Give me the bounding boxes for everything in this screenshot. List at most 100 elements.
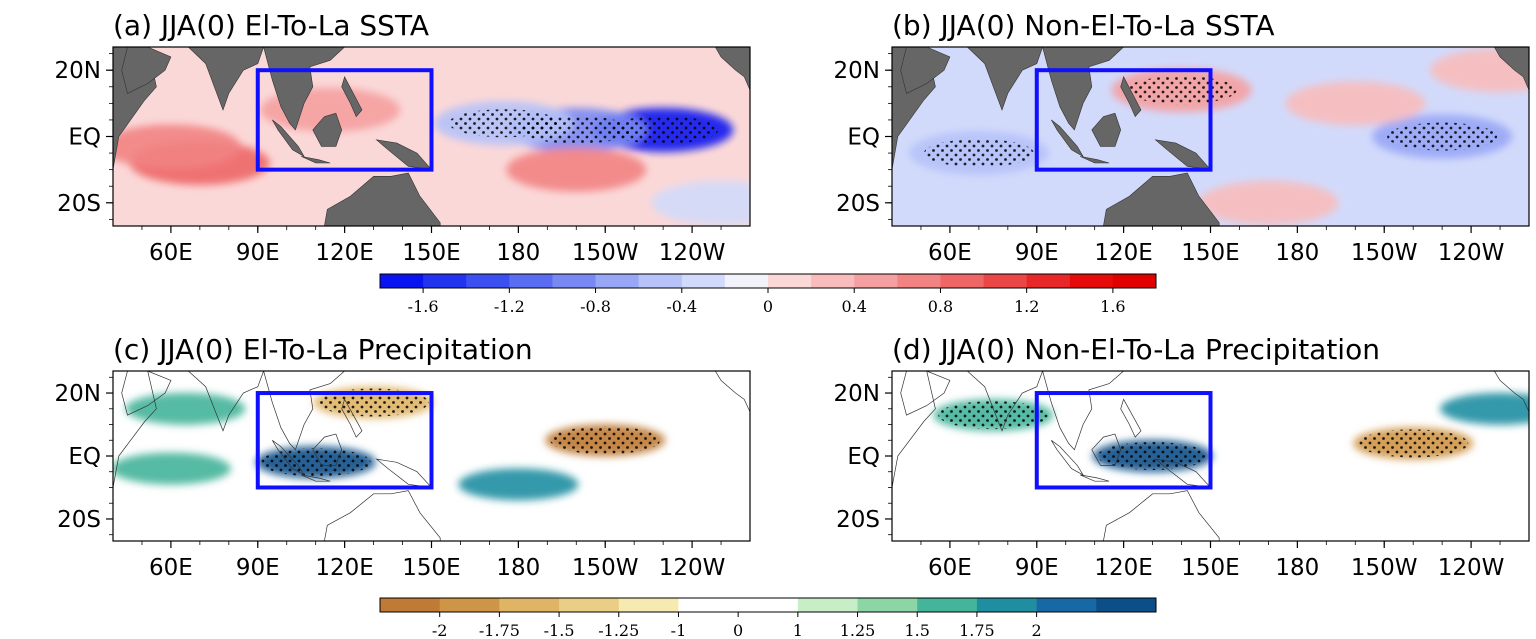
- colorbar-swatch: [423, 274, 467, 288]
- x-tick-label: 90E: [1015, 240, 1059, 266]
- coastline: [1080, 474, 1110, 482]
- panel-a: (a) JJA(0) El-To-La SSTA 60E 90E 120E 150E 18…: [55, 9, 751, 266]
- contour-feature: [113, 452, 231, 485]
- coastline: [301, 474, 331, 482]
- colorbar-swatch: [595, 274, 640, 288]
- contour-feature: [651, 180, 750, 225]
- colorbar-swatch: [638, 274, 683, 288]
- panel-title: (a) JJA(0) El-To-La SSTA: [113, 9, 429, 42]
- y-tick-label: EQ: [68, 444, 101, 470]
- land-mask: [1091, 112, 1122, 147]
- y-tick-label: 20N: [834, 381, 880, 407]
- significance-stipple: [1387, 122, 1498, 151]
- x-tick-label: 90E: [236, 240, 280, 266]
- colorbar-swatch: [854, 274, 898, 288]
- colorbar-precip: -2 -1.75 -1.5 -1.25 -1 0 1 1.25 1.5 1.75 2: [379, 597, 1157, 639]
- x-tick-label: 120W: [1438, 240, 1505, 266]
- colorbar-swatch: [618, 598, 679, 612]
- colorbar-tick-label: -1.2: [494, 297, 525, 316]
- significance-stipple: [260, 448, 371, 477]
- colorbar-swatch: [559, 598, 620, 612]
- colorbar-swatch: [857, 598, 918, 612]
- colorbar-swatch: [1036, 598, 1097, 612]
- coastline: [1120, 398, 1142, 438]
- x-tick-label: 150E: [1181, 240, 1239, 266]
- x-tick-label: 90E: [236, 555, 280, 581]
- land-mask: [1493, 47, 1529, 91]
- panel-b: (b) JJA(0) Non-El-To-La SSTA 60E 90E 120E 15…: [834, 9, 1530, 266]
- colorbar-tick-label: -1.5: [544, 621, 575, 639]
- land-mask: [1042, 47, 1125, 131]
- coastline: [341, 398, 363, 438]
- colorbar-swatch: [552, 274, 597, 288]
- colorbar-tick-label: 0: [763, 297, 773, 316]
- x-tick-label: 150E: [402, 555, 460, 581]
- panel-c: (c) JJA(0) El-To-La Precipitation 60E 90E 1…: [55, 333, 751, 581]
- colorbar-swatch: [1096, 598, 1157, 612]
- x-tick-label: 120E: [315, 240, 373, 266]
- colorbar-swatch: [768, 274, 812, 288]
- land-mask: [1103, 172, 1220, 226]
- colorbar-swatch: [466, 274, 510, 288]
- coastline: [324, 490, 441, 541]
- significance-stipple: [1358, 429, 1469, 458]
- colorbar-tick-label: 0.8: [928, 297, 953, 316]
- coastline: [121, 371, 172, 416]
- land-mask: [187, 47, 264, 111]
- contour-feature: [125, 392, 246, 425]
- x-tick-label: 180: [496, 240, 540, 266]
- x-tick-label: 150W: [1351, 240, 1418, 266]
- region-box: [255, 391, 434, 490]
- coastline: [1103, 490, 1220, 541]
- y-tick-label: 20N: [834, 58, 880, 84]
- colorbar-swatch: [917, 598, 978, 612]
- colorbar-sst: -1.6 -1.2 -0.8 -0.4 0 0.4 0.8 1.2 1.6: [379, 273, 1157, 316]
- colorbar-swatch: [1026, 274, 1071, 288]
- land-mask: [1120, 76, 1142, 118]
- x-tick-label: 120W: [659, 555, 726, 581]
- colorbar-tick-label: -1.75: [479, 621, 520, 639]
- colorbar-tick-label: 1.75: [959, 621, 995, 639]
- x-tick-label: 120E: [1094, 555, 1152, 581]
- land-mask: [341, 76, 363, 118]
- colorbar-swatch: [678, 598, 739, 612]
- y-tick-label: EQ: [847, 125, 880, 151]
- coastline: [892, 371, 936, 541]
- land-mask: [1080, 156, 1110, 164]
- significance-stipple: [938, 401, 1049, 430]
- panel-d: (d) JJA(0) Non-El-To-La Precipitation 60E…: [834, 333, 1530, 581]
- contour-feature: [1285, 81, 1426, 126]
- colorbar-swatch: [724, 274, 769, 288]
- x-tick-label: 120W: [1438, 555, 1505, 581]
- y-tick-label: EQ: [68, 125, 101, 151]
- coastline: [187, 371, 264, 432]
- land-mask: [312, 112, 343, 147]
- colorbar-swatch: [811, 274, 855, 288]
- significance-stipple: [318, 388, 429, 417]
- x-tick-label: 180: [496, 555, 540, 581]
- colorbar-tick-label: 1.6: [1100, 297, 1125, 316]
- colorbar-swatch: [897, 274, 941, 288]
- x-tick-label: 150W: [1351, 555, 1418, 581]
- colorbar-swatch: [940, 274, 985, 288]
- x-tick-label: 180: [1275, 240, 1319, 266]
- x-tick-label: 60E: [149, 555, 193, 581]
- significance-stipple: [923, 139, 1034, 168]
- x-tick-label: 120E: [1094, 240, 1152, 266]
- coastline: [1042, 371, 1125, 451]
- y-tick-label: 20S: [57, 507, 101, 533]
- colorbar-tick-label: 1: [793, 621, 803, 639]
- significance-stipple: [550, 426, 661, 455]
- colorbar-tick-label: 1.2: [1014, 297, 1039, 316]
- panel-title: (b) JJA(0) Non-El-To-La SSTA: [892, 9, 1275, 42]
- land-mask: [263, 47, 346, 131]
- y-tick-label: EQ: [847, 444, 880, 470]
- y-tick-label: 20S: [57, 191, 101, 217]
- land-mask: [121, 47, 172, 94]
- land-mask: [966, 47, 1043, 111]
- contour-feature: [1198, 180, 1339, 225]
- significance-stipple: [1126, 76, 1237, 105]
- colorbar-tick-label: 2: [1032, 621, 1042, 639]
- coastline: [1493, 371, 1529, 413]
- land-mask: [714, 47, 750, 91]
